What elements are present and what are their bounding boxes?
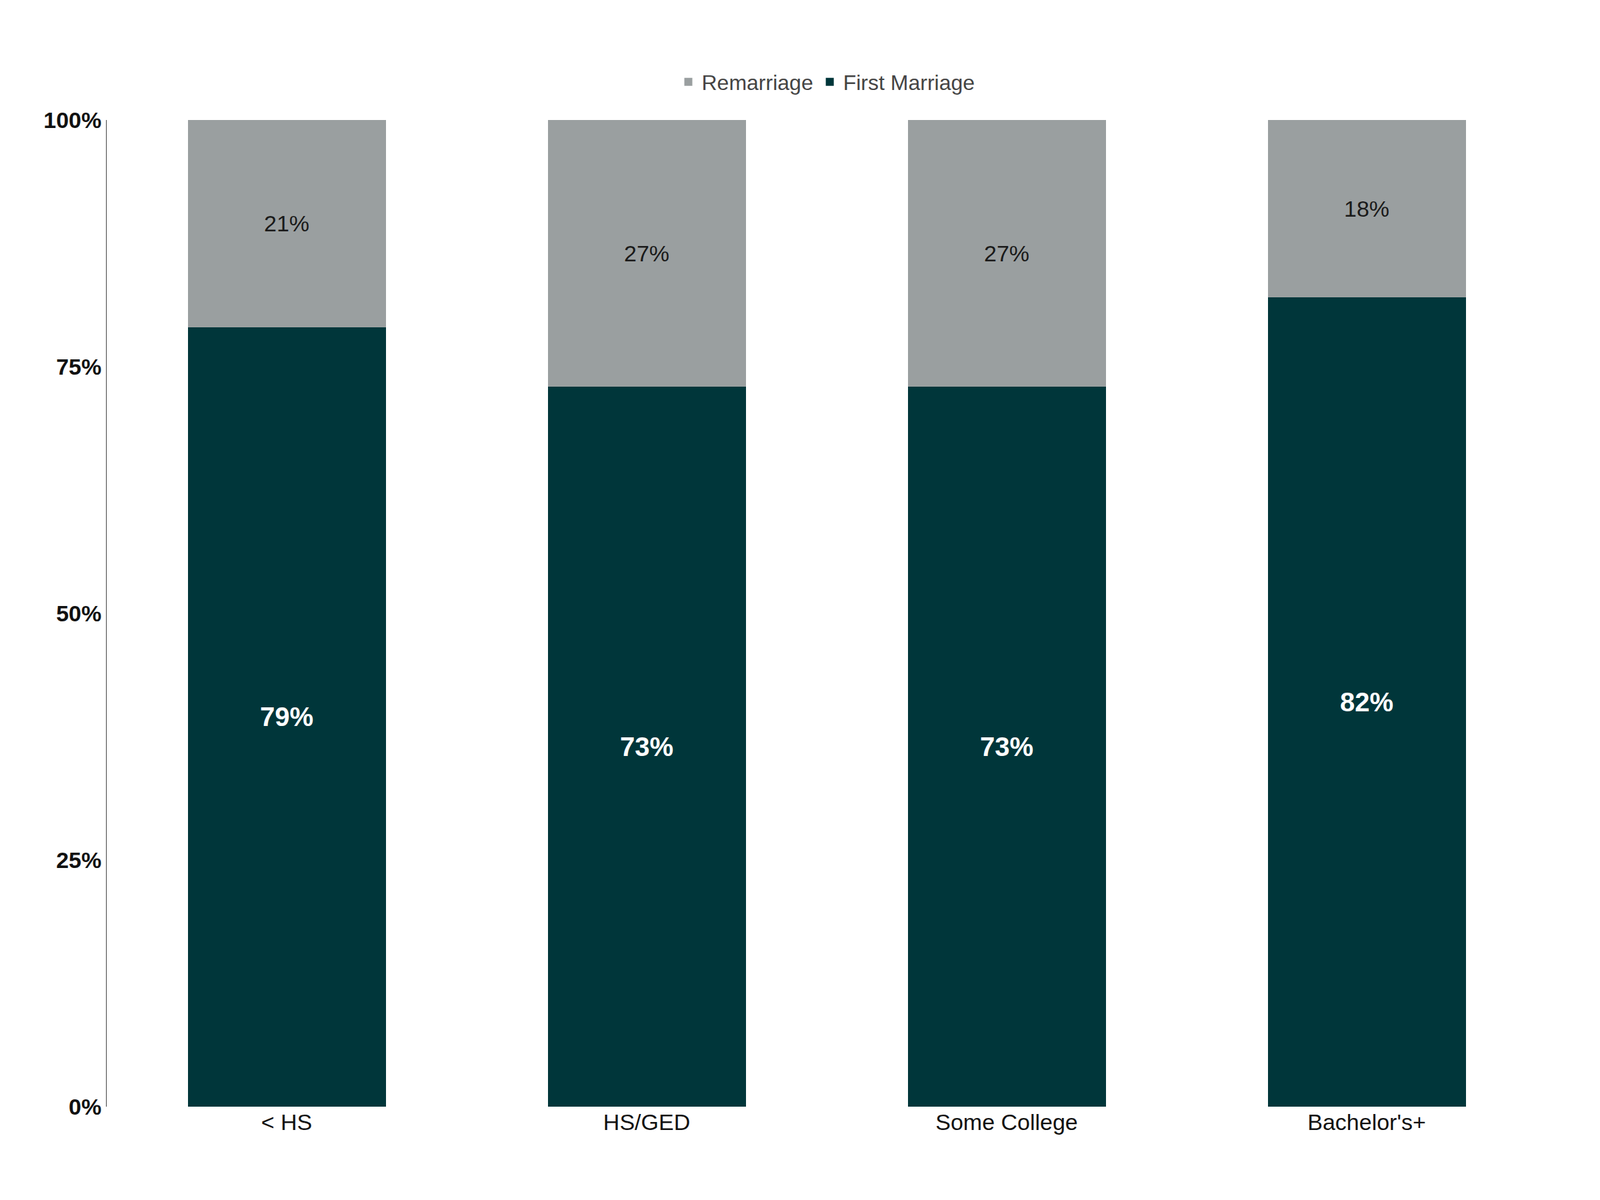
- svg-text:21%: 21%: [264, 210, 310, 236]
- svg-text:100%: 100%: [43, 107, 102, 133]
- svg-text:25%: 25%: [56, 847, 102, 873]
- svg-text:27%: 27%: [624, 240, 670, 266]
- svg-text:Remarriage: Remarriage: [702, 70, 814, 95]
- svg-text:50%: 50%: [56, 600, 102, 626]
- svg-text:HS/GED: HS/GED: [603, 1109, 690, 1135]
- svg-text:27%: 27%: [984, 240, 1030, 266]
- svg-text:0%: 0%: [68, 1094, 102, 1120]
- svg-text:73%: 73%: [980, 732, 1034, 762]
- svg-text:73%: 73%: [620, 732, 674, 762]
- svg-text:79%: 79%: [260, 702, 314, 732]
- svg-text:Some College: Some College: [935, 1109, 1078, 1135]
- svg-text:82%: 82%: [1340, 687, 1394, 717]
- svg-text:Bachelor's+: Bachelor's+: [1307, 1109, 1426, 1135]
- svg-text:18%: 18%: [1344, 196, 1390, 222]
- svg-text:75%: 75%: [56, 354, 102, 380]
- svg-text:< HS: < HS: [261, 1109, 313, 1135]
- svg-text:First Marriage: First Marriage: [843, 70, 975, 95]
